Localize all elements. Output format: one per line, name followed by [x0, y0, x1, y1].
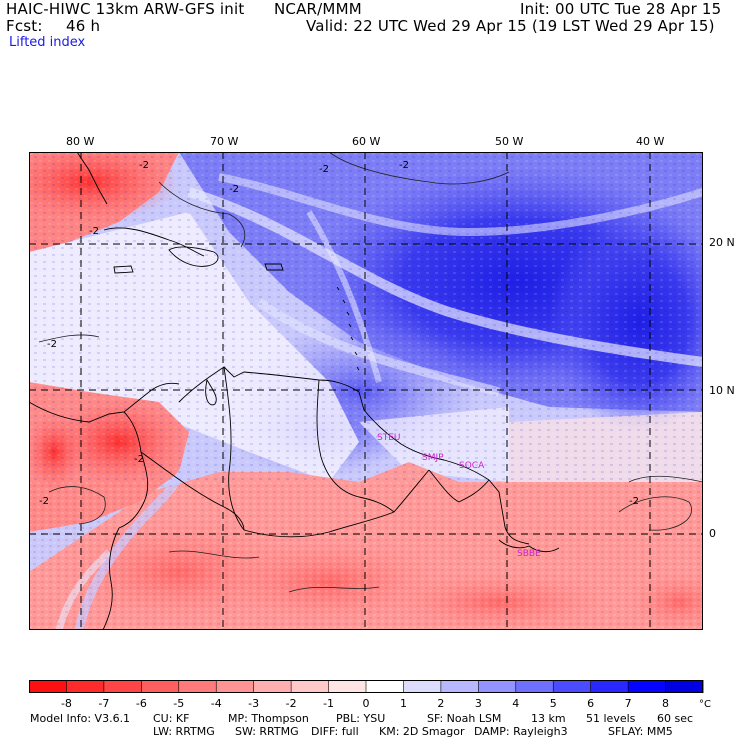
colorbar-swatch	[590, 680, 629, 693]
colorbar-swatch	[403, 680, 442, 693]
contour-label: -2	[139, 160, 149, 171]
colorbar-tick-label: 5	[550, 697, 557, 710]
colorbar-unit: °C	[699, 699, 711, 710]
contour-label: -2	[134, 454, 144, 465]
colorbar-swatch	[628, 680, 667, 693]
lat-label-10n: 10 N	[709, 384, 735, 397]
colorbar-tick-label: -4	[211, 697, 222, 710]
colorbar-swatch	[515, 680, 554, 693]
colorbar-swatch	[216, 680, 255, 693]
footer-model-info: Model Info: V3.6.1	[30, 712, 131, 725]
station-sbbe: SBBE	[517, 549, 541, 559]
forecast-hour: 46 h	[66, 17, 101, 35]
contour-label: -2	[319, 164, 329, 175]
colorbar-tick-label: -8	[61, 697, 72, 710]
contour-label: -2	[47, 339, 57, 350]
forecast-label: Fcst:	[6, 17, 43, 35]
coastlines	[29, 152, 560, 630]
lon-label-80w: 80 W	[66, 135, 95, 148]
lat-label-equator: 0	[709, 527, 716, 540]
colorbar-swatch	[141, 680, 180, 693]
colorbar-swatch	[253, 680, 292, 693]
lon-label-70w: 70 W	[210, 135, 239, 148]
contour-label: -2	[39, 496, 49, 507]
model-title: HAIC-HIWC 13km ARW-GFS init	[6, 0, 245, 18]
station-steu: STEU	[377, 433, 400, 443]
colorbar-tick-label: 6	[587, 697, 594, 710]
organization-label: NCAR/MMM	[274, 0, 362, 18]
station-soca: SOCA	[459, 461, 485, 471]
contour-label: -2	[399, 160, 409, 171]
map-frame	[29, 152, 703, 630]
footer-sw: SW: RRTMG	[235, 725, 299, 738]
footer-sf: SF: Noah LSM	[427, 712, 502, 725]
colorbar-labels: -8 -7 -6 -5 -4 -3 -2 -1 0 1 2 3 4 5 6 7 8	[61, 697, 669, 710]
colorbar-swatch	[478, 680, 517, 693]
contour-lines	[38, 152, 703, 593]
lon-label-50w: 50 W	[495, 135, 524, 148]
footer-levels: 51 levels	[586, 712, 636, 725]
colorbar-tick-label: -2	[286, 697, 297, 710]
lon-label-40w: 40 W	[636, 135, 665, 148]
contour-label: -2	[89, 226, 99, 237]
colorbar-swatch	[553, 680, 592, 693]
colorbar-swatch	[366, 680, 404, 693]
colorbar-tick-label: -6	[136, 697, 147, 710]
footer-mp: MP: Thompson	[228, 712, 309, 725]
footer-resolution: 13 km	[531, 712, 566, 725]
footer-lw: LW: RRTMG	[153, 725, 215, 738]
contour-label: -2	[229, 184, 239, 195]
colorbar-tick-label: 8	[662, 697, 669, 710]
station-smjp: SMJP	[422, 453, 444, 463]
colorbar-swatch	[291, 680, 330, 693]
footer-timestep: 60 sec	[657, 712, 694, 725]
colorbar-tick-label: -1	[323, 697, 334, 710]
footer-sflay: SFLAY: MM5	[608, 725, 673, 738]
valid-time: Valid: 22 UTC Wed 29 Apr 15 (19 LST Wed …	[306, 17, 715, 35]
field-name: Lifted index	[9, 35, 86, 50]
colorbar-tick-label: -7	[98, 697, 109, 710]
colorbar-tick-label: 2	[437, 697, 444, 710]
shaded-field	[29, 152, 703, 630]
lat-label-20n: 20 N	[709, 236, 735, 249]
graticule	[29, 152, 703, 630]
colorbar-swatch	[440, 680, 479, 693]
colorbar-tick-label: 3	[475, 697, 482, 710]
colorbar: -8 -7 -6 -5 -4 -3 -2 -1 0 1 2 3 4 5 6 7 8 °C	[29, 680, 711, 710]
colorbar-tick-label: 0	[363, 697, 370, 710]
colorbar-swatch	[66, 680, 105, 693]
colorbar-tick-label: -3	[248, 697, 259, 710]
footer-km: KM: 2D Smagor	[379, 725, 465, 738]
footer-cu: CU: KF	[153, 712, 190, 725]
lifted-index-map: -2 -2 -2 -2 -2 -2 -2 -2 -2 STEU SMJP SOC…	[29, 152, 703, 630]
contour-label: -2	[629, 496, 639, 507]
footer-diff: DIFF: full	[311, 725, 359, 738]
colorbar-swatch	[178, 680, 217, 693]
colorbar-tick-label: -5	[173, 697, 184, 710]
station-labels: STEU SMJP SOCA SBBE	[377, 433, 541, 559]
contour-labels: -2 -2 -2 -2 -2 -2 -2 -2 -2	[39, 160, 639, 507]
lon-label-60w: 60 W	[352, 135, 381, 148]
colorbar-tick-label: 7	[625, 697, 632, 710]
colorbar-tick-label: 1	[400, 697, 407, 710]
footer-pbl: PBL: YSU	[336, 712, 386, 725]
colorbar-swatch	[29, 680, 67, 693]
init-time: Init: 00 UTC Tue 28 Apr 15	[520, 0, 722, 18]
colorbar-swatches	[29, 680, 704, 693]
colorbar-swatch	[103, 680, 142, 693]
footer-damp: DAMP: Rayleigh3	[474, 725, 568, 738]
colorbar-swatch	[665, 680, 704, 693]
colorbar-tick-label: 4	[512, 697, 519, 710]
colorbar-swatch	[328, 680, 367, 693]
